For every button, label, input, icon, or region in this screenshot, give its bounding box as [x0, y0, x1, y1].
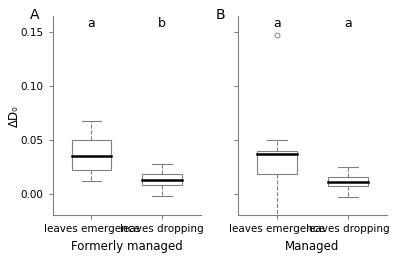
- Bar: [72, 140, 111, 170]
- X-axis label: Formerly managed: Formerly managed: [71, 240, 183, 253]
- Text: a: a: [344, 17, 352, 30]
- Text: a: a: [273, 17, 281, 30]
- Text: a: a: [88, 17, 95, 30]
- Bar: [142, 174, 182, 185]
- Text: B: B: [216, 8, 226, 22]
- Y-axis label: ΔD₀: ΔD₀: [8, 105, 21, 127]
- X-axis label: Managed: Managed: [285, 240, 340, 253]
- Text: b: b: [158, 17, 166, 30]
- Bar: [328, 177, 368, 186]
- Bar: [257, 151, 297, 174]
- Text: A: A: [30, 8, 40, 22]
